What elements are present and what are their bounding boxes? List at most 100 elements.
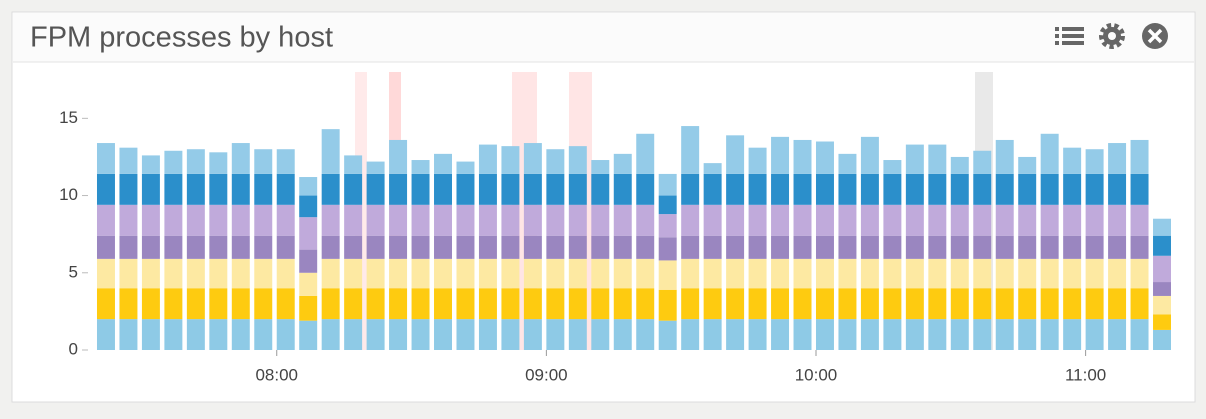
bar-segment (838, 173, 857, 205)
bar-segment (276, 258, 295, 289)
bar-segment (209, 258, 228, 289)
bar-segment (276, 235, 295, 259)
bar-segment (299, 195, 318, 218)
x-tick-label: 09:00 (525, 365, 568, 384)
bar-segment (1108, 235, 1127, 259)
bar-segment (793, 204, 812, 236)
bar-segment (299, 272, 318, 296)
bar-segment (164, 319, 183, 350)
bar-segment (726, 204, 745, 236)
bar-segment (321, 319, 340, 350)
bar-segment (591, 288, 610, 320)
bar-segment (568, 204, 587, 236)
bar-segment (793, 288, 812, 320)
bar-segment (928, 204, 947, 236)
bar-segment (726, 173, 745, 205)
bar-segment (995, 258, 1014, 289)
bar-segment (389, 173, 408, 205)
list-icon[interactable] (1055, 27, 1084, 45)
bar-segment (164, 258, 183, 289)
chart-title: FPM processes by host (30, 22, 333, 54)
bar-segment (344, 204, 363, 236)
bar-segment (411, 204, 430, 236)
bar-segment (1085, 319, 1104, 350)
bar-segment (793, 258, 812, 289)
bar-segment (995, 173, 1014, 205)
bar-segment (1063, 258, 1082, 289)
bar-segment (591, 204, 610, 236)
bar-segment (568, 235, 587, 259)
close-icon[interactable] (1142, 23, 1168, 49)
bar-segment (164, 150, 183, 174)
bar-segment (141, 235, 160, 259)
bar-segment (276, 149, 295, 174)
bar-segment (96, 173, 115, 205)
bar-segment (815, 319, 834, 350)
bar-segment (209, 288, 228, 320)
bar-segment (254, 288, 273, 320)
bar-segment (321, 129, 340, 174)
bar-segment (658, 237, 677, 261)
bar-segment (119, 173, 138, 205)
bar-segment (411, 288, 430, 320)
bar-segment (905, 204, 924, 236)
bar-segment (164, 235, 183, 259)
widget-header (13, 13, 1194, 62)
bar-segment (815, 288, 834, 320)
bar-segment (546, 288, 565, 320)
bar-segment (96, 143, 115, 174)
bar-segment (905, 258, 924, 289)
bar-segment (141, 258, 160, 289)
bar-segment (299, 249, 318, 273)
bar-segment (164, 204, 183, 236)
bar-segment (1085, 235, 1104, 259)
bar-segment (321, 173, 340, 205)
bar-segment (973, 204, 992, 236)
bar-segment (96, 319, 115, 350)
bar-segment (276, 173, 295, 205)
bar-segment (613, 319, 632, 350)
bar-segment (950, 288, 969, 320)
bar-segment (456, 173, 475, 205)
bar-segment (546, 173, 565, 205)
bar-segment (164, 173, 183, 205)
bar-segment (860, 288, 879, 320)
bar-segment (658, 173, 677, 196)
bar-segment (344, 235, 363, 259)
bar-segment (254, 235, 273, 259)
bar-segment (1063, 288, 1082, 320)
bar-segment (613, 153, 632, 174)
bar-segment (1153, 295, 1171, 315)
bar-segment (636, 319, 655, 350)
bar-segment (478, 204, 497, 236)
bar-segment (411, 160, 430, 174)
bar-segment (860, 235, 879, 259)
bar-segment (523, 204, 542, 236)
bar-segment (1018, 319, 1037, 350)
bar-segment (973, 235, 992, 259)
bar-segment (141, 288, 160, 320)
bar-segment (434, 173, 452, 205)
y-tick-label: 15 (59, 108, 78, 127)
bar-segment (501, 146, 520, 174)
bar-segment (771, 136, 790, 174)
bar-segment (1085, 204, 1104, 236)
bar-segment (1130, 258, 1149, 289)
bar-segment (771, 319, 790, 350)
bar-segment (478, 288, 497, 320)
bar-segment (231, 319, 250, 350)
bar-segment (434, 235, 452, 259)
bar-segment (1085, 288, 1104, 320)
bar-segment (186, 319, 205, 350)
bar-segment (1153, 255, 1171, 283)
bar-segment (1040, 288, 1059, 320)
bar-segment (434, 258, 452, 289)
bar-segment (726, 258, 745, 289)
settings-icon[interactable] (1099, 23, 1125, 49)
bar-segment (928, 258, 947, 289)
bar-segment (658, 214, 677, 238)
bar-segment (681, 235, 700, 259)
bar-segment (501, 288, 520, 320)
bar-segment (299, 320, 318, 350)
bar-segment (973, 173, 992, 205)
